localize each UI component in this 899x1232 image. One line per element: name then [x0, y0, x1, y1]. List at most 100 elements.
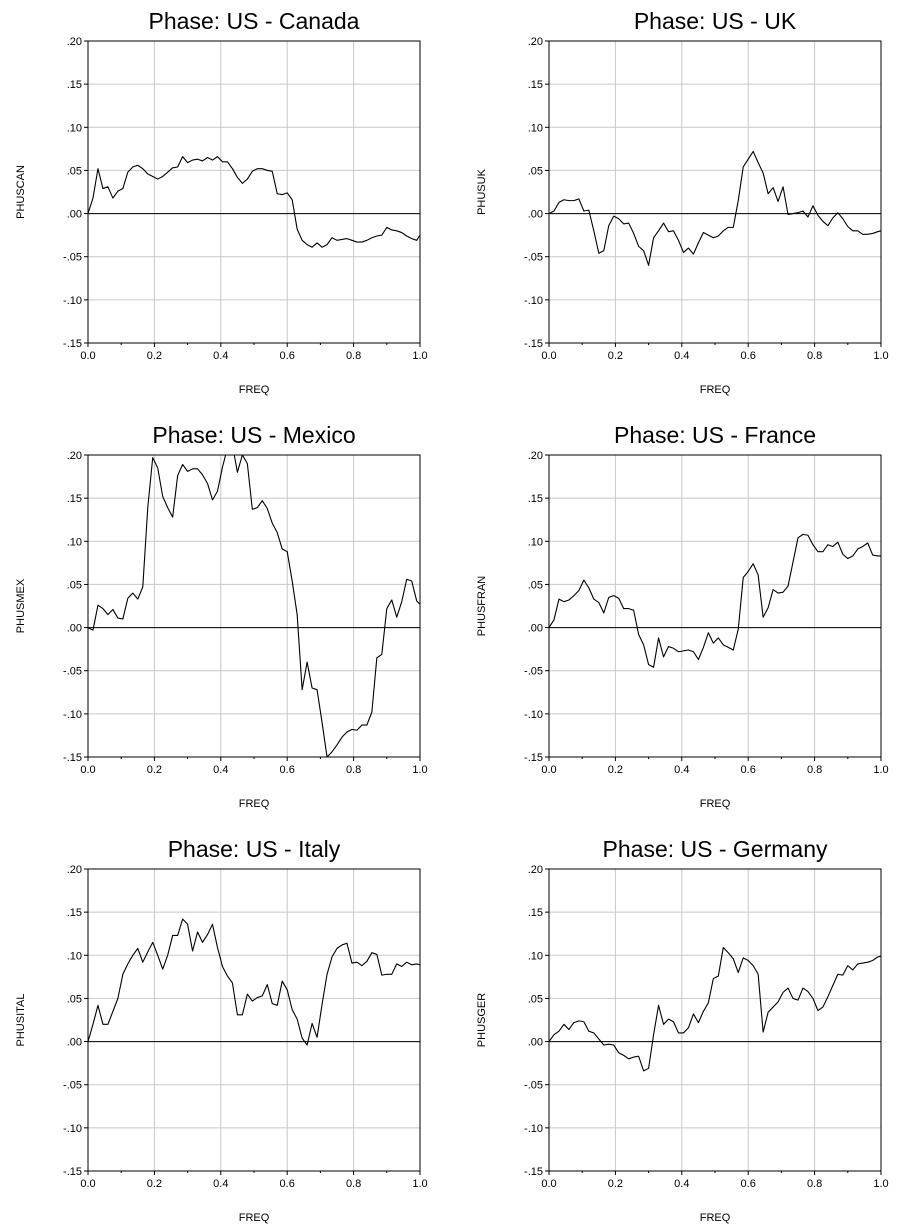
y-axis-label: PHUSUK — [476, 168, 488, 215]
plot-frame — [548, 868, 882, 1172]
y-tick-label: .00 — [67, 623, 82, 635]
x-tick-label: 1.0 — [873, 1178, 888, 1190]
y-tick-label: -.15 — [524, 752, 543, 764]
y-tick-label: .20 — [67, 36, 82, 48]
plot-frame — [548, 454, 882, 758]
x-tick-label: 0.8 — [807, 350, 822, 362]
y-tick-label: -.10 — [524, 1123, 543, 1135]
y-tick-label: .10 — [528, 536, 543, 548]
x-tick-label: 0.2 — [147, 350, 162, 362]
y-axis-label: PHUSGER — [476, 993, 488, 1047]
y-axis-label: PHUSFRAN — [476, 576, 488, 637]
x-tick-label: 0.4 — [213, 350, 228, 362]
x-tick-label: 0.8 — [346, 1178, 361, 1190]
y-tick-label: .10 — [67, 122, 82, 134]
x-tick-label: 0.6 — [280, 350, 295, 362]
y-tick-label: .10 — [67, 950, 82, 962]
x-tick-label: 0.0 — [541, 1178, 556, 1190]
y-tick-label: .10 — [528, 950, 543, 962]
series-line — [88, 156, 420, 248]
series-line — [88, 918, 420, 1046]
x-tick-label: 0.6 — [280, 764, 295, 776]
y-tick-label: -.10 — [524, 295, 543, 307]
x-tick-label: 0.8 — [346, 764, 361, 776]
y-axis-label: PHUSCAN — [15, 165, 27, 219]
y-tick-label: -.05 — [524, 666, 543, 678]
y-tick-label: -.05 — [63, 666, 82, 678]
y-tick-label: -.10 — [63, 1123, 82, 1135]
x-tick-label: 0.0 — [80, 1178, 95, 1190]
y-tick-label: -.15 — [63, 338, 82, 350]
x-tick-label: 0.4 — [213, 764, 228, 776]
y-tick-label: .20 — [67, 450, 82, 462]
x-tick-label: 0.6 — [741, 764, 756, 776]
x-tick-label: 0.6 — [741, 1178, 756, 1190]
plot-frame — [87, 868, 421, 1172]
plot-frame — [87, 40, 421, 344]
x-tick-label: 0.2 — [147, 764, 162, 776]
plot-frame — [548, 40, 882, 344]
y-tick-label: -.10 — [524, 709, 543, 721]
y-tick-label: .15 — [528, 79, 543, 91]
y-tick-label: .00 — [528, 623, 543, 635]
y-tick-label: -.15 — [524, 338, 543, 350]
chart-panel-0: Phase: US - Canada 0.0 0.2 0.4 0.6 0.8 1.0 .20.… — [15, 8, 428, 396]
x-tick-label: 0.6 — [280, 1178, 295, 1190]
chart-title: Phase: US - UK — [634, 8, 797, 34]
x-tick-label: 0.2 — [608, 764, 623, 776]
y-tick-label: -.05 — [524, 1080, 543, 1092]
y-tick-label: .20 — [67, 864, 82, 876]
y-tick-label: .15 — [67, 79, 82, 91]
y-tick-label: .05 — [67, 993, 82, 1005]
x-tick-label: 0.4 — [674, 1178, 689, 1190]
chart-title: Phase: US - Germany — [603, 836, 828, 862]
y-tick-label: -.05 — [63, 1080, 82, 1092]
plot-frame — [87, 454, 421, 758]
chart-title: Phase: US - Mexico — [152, 422, 355, 448]
x-tick-label: 1.0 — [412, 350, 427, 362]
series-line — [88, 455, 420, 757]
x-axis-label: FREQ — [700, 798, 731, 810]
chart-panel-2: Phase: US - Mexico 0.0 0.2 0.4 0.6 0.8 1.0 .20.… — [15, 422, 428, 810]
x-tick-label: 0.0 — [541, 350, 556, 362]
series-line — [549, 150, 881, 266]
chart-panel-1: Phase: US - UK 0.0 0.2 0.4 0.6 0.8 1.0 .20 .15 .1… — [476, 8, 889, 396]
x-tick-label: 0.6 — [741, 350, 756, 362]
chart-title: Phase: US - Canada — [149, 8, 360, 34]
x-tick-label: 1.0 — [412, 764, 427, 776]
x-axis-label: FREQ — [700, 1212, 731, 1224]
y-tick-label: .15 — [528, 493, 543, 505]
y-tick-label: -.05 — [63, 252, 82, 264]
chart-panel-4: Phase: US - Italy 0.0 0.2 0.4 0.6 0.8 1.0 .20 .1… — [15, 836, 428, 1224]
x-axis-label: FREQ — [239, 384, 270, 396]
y-tick-label: .15 — [67, 907, 82, 919]
y-tick-label: .20 — [528, 450, 543, 462]
chart-panel-3: Phase: US - France 0.0 0.2 0.4 0.6 0.8 1.0 .20.… — [476, 422, 889, 810]
x-axis-label: FREQ — [239, 798, 270, 810]
y-tick-label: .00 — [528, 1037, 543, 1049]
x-tick-label: 1.0 — [873, 350, 888, 362]
x-tick-label: 0.2 — [608, 1178, 623, 1190]
x-tick-label: 0.2 — [147, 1178, 162, 1190]
y-tick-label: .00 — [67, 209, 82, 221]
y-tick-label: -.10 — [63, 709, 82, 721]
chart-title: Phase: US - Italy — [168, 836, 341, 862]
x-tick-label: 0.4 — [674, 350, 689, 362]
y-tick-label: .05 — [528, 993, 543, 1005]
y-axis-label: PHUSITAL — [15, 994, 27, 1047]
x-tick-label: 1.0 — [873, 764, 888, 776]
y-tick-label: -.15 — [63, 752, 82, 764]
y-tick-label: .10 — [67, 536, 82, 548]
y-tick-label: .15 — [67, 493, 82, 505]
y-tick-label: .00 — [67, 1037, 82, 1049]
chart-panel-5: Phase: US - Germany 0.0 0.2 0.4 0.6 0.8 1.0 .20… — [476, 836, 889, 1224]
y-tick-label: .15 — [528, 907, 543, 919]
series-line — [549, 946, 881, 1072]
y-tick-label: .05 — [67, 165, 82, 177]
x-tick-label: 1.0 — [412, 1178, 427, 1190]
x-axis-label: FREQ — [239, 1212, 270, 1224]
x-tick-label: 0.8 — [807, 1178, 822, 1190]
y-tick-label: -.15 — [524, 1166, 543, 1178]
x-tick-label: 0.4 — [674, 764, 689, 776]
